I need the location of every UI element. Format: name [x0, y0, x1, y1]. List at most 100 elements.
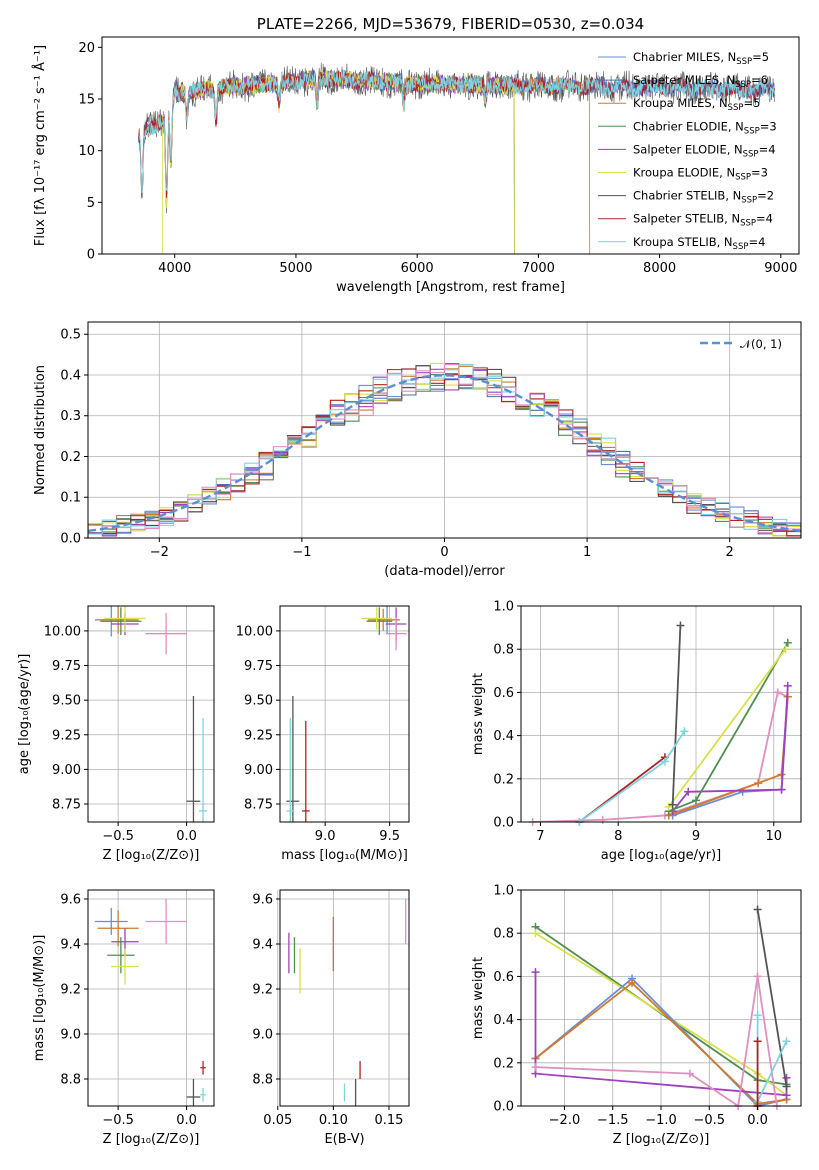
plus-marker	[628, 978, 637, 987]
y-axis-label: mass [log₁₀(M/M⊙)]	[32, 935, 47, 1062]
y-tick-label: 0.0	[60, 532, 81, 547]
plus-marker	[680, 727, 689, 736]
y-tick-label: 9.75	[52, 659, 81, 674]
y-tick-label: 10.00	[236, 624, 273, 639]
plus-marker	[781, 645, 790, 654]
legend-entry: Chabrier STELIB, NSSP=2	[633, 189, 774, 206]
y-axis-label: age [log₁₀(age/yr)]	[17, 654, 32, 775]
axes-frame	[87, 605, 215, 823]
plus-marker	[753, 972, 762, 981]
spectrum-series-line	[138, 70, 591, 254]
plus-marker	[531, 968, 540, 977]
residuals-chart: −2 −1 0 1 2 0.0 0.1 0.2 0.3 0.4 0.5 (data-model)/er…	[33, 321, 802, 579]
weight-series-line	[671, 625, 682, 805]
y-tick-label: 9.4	[60, 938, 81, 953]
y-tick-label: 0.2	[493, 772, 514, 787]
plus-marker	[531, 929, 540, 938]
axes-frame	[520, 605, 802, 823]
plus-marker	[782, 1037, 791, 1046]
y-axis-label: mass weight	[471, 957, 486, 1039]
x-axis-label: wavelength [Angstrom, rest frame]	[336, 280, 565, 295]
x-tick-label: 0.0	[176, 1113, 197, 1128]
plus-marker	[783, 638, 792, 647]
plus-marker	[754, 779, 763, 788]
x-axis-label: Z [log₁₀(Z/Z⊙)]	[103, 848, 200, 863]
spectrum-series-line	[162, 70, 515, 254]
plus-marker	[668, 800, 677, 809]
chart-title: PLATE=2266, MJD=53679, FIBERID=0530, z=0…	[257, 15, 644, 33]
y-tick-label: 0.6	[493, 970, 514, 985]
plus-marker	[782, 1091, 791, 1100]
spectrum-series-line	[138, 70, 775, 194]
legend-entry: Chabrier MILES, NSSP=5	[633, 50, 769, 67]
y-axis-label: Normed distribution	[33, 365, 48, 495]
y-tick-label: 9.2	[60, 983, 81, 998]
y-tick-label: 10	[78, 144, 95, 159]
plus-marker	[598, 815, 607, 824]
x-tick-label: 0.0	[176, 829, 197, 844]
x-tick-label: 9.0	[315, 829, 336, 844]
x-tick-label: 9000	[764, 261, 797, 276]
legend-entry: Chabrier ELODIE, NSSP=3	[633, 119, 777, 136]
x-axis-label: age [log₁₀(age/yr)]	[601, 848, 722, 863]
y-tick-label: 9.25	[52, 728, 81, 743]
y-tick-label: 9.00	[244, 763, 273, 778]
histogram-series	[88, 367, 801, 537]
x-tick-label: 7	[536, 829, 544, 844]
y-tick-label: 5	[87, 196, 95, 211]
y-tick-label: 0.8	[493, 927, 514, 942]
x-tick-label: −2	[150, 545, 169, 560]
axes-frame	[279, 605, 410, 823]
x-tick-label: 2	[726, 545, 734, 560]
x-tick-label: 8000	[643, 261, 676, 276]
x-tick-label: 0.05	[263, 1113, 292, 1128]
y-tick-label: 0.1	[60, 491, 81, 506]
legend-entry: Kroupa ELODIE, NSSP=3	[633, 166, 768, 183]
x-tick-label: 9	[692, 829, 700, 844]
normal-reference-curve	[87, 374, 802, 533]
y-tick-label: 15	[78, 93, 95, 108]
legend: Chabrier MILES, NSSP=5 Salpeter MILES, NS…	[598, 50, 777, 252]
x-tick-label: −1.5	[597, 1113, 629, 1128]
x-axis-label: Z [log₁₀(Z/Z⊙)]	[613, 1132, 710, 1147]
legend-entry: Kroupa STELIB, NSSP=4	[633, 235, 765, 252]
y-tick-label: 0.8	[493, 643, 514, 658]
y-tick-label: 0.2	[493, 1056, 514, 1071]
y-tick-label: 0	[87, 248, 95, 263]
y-tick-label: 9.75	[244, 659, 273, 674]
plus-marker	[531, 1063, 540, 1072]
x-tick-label: 5000	[279, 261, 312, 276]
x-tick-label: 7000	[522, 261, 555, 276]
x-tick-label: 0.0	[747, 1113, 768, 1128]
x-tick-label: 8	[614, 829, 622, 844]
x-tick-label: −1.0	[645, 1113, 677, 1128]
legend-entry: Salpeter STELIB, NSSP=4	[633, 212, 773, 229]
age-vs-Z-chart: −0.5 0.0 8.75 9.00 9.25 9.50 9.75 10.00 Z [log₁₀…	[17, 605, 215, 863]
y-tick-label: 20	[78, 41, 95, 56]
y-tick-label: 8.75	[244, 798, 273, 813]
weight-series-line	[671, 685, 789, 812]
x-tick-label: −2.0	[549, 1113, 581, 1128]
plus-marker	[777, 785, 786, 794]
y-tick-label: 9.50	[244, 694, 273, 709]
plus-marker	[692, 796, 700, 805]
x-axis-label: E(B-V)	[324, 1132, 364, 1147]
x-tick-label: 0.10	[319, 1113, 348, 1128]
y-tick-label: 10.00	[44, 624, 81, 639]
spectrum-series-line	[162, 69, 515, 254]
axes-frame	[101, 36, 800, 255]
plus-marker	[783, 681, 792, 690]
y-tick-label: 0.0	[493, 816, 514, 831]
y-tick-label: 9.00	[52, 763, 81, 778]
weight-series-line	[535, 976, 778, 1106]
axes-frame	[87, 889, 215, 1107]
weight-vs-age-chart: 7 8 9 10 0.0 0.2 0.4 0.6 0.8 1.0 age [log₁₀(age/yr…	[471, 600, 802, 863]
y-tick-label: 0.5	[60, 328, 81, 343]
y-tick-label: 0.4	[493, 729, 514, 744]
axes-frame	[279, 889, 410, 1107]
y-axis-label: mass weight	[471, 673, 486, 755]
legend-entry: Salpeter MILES, NSSP=6	[633, 73, 768, 90]
spectrum-series-line	[162, 68, 515, 254]
legend-entry: 𝒩(0, 1)	[740, 337, 782, 351]
